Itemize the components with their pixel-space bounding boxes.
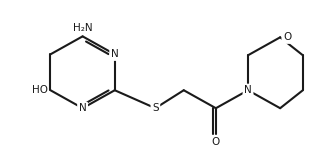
Text: N: N (111, 49, 119, 59)
Text: O: O (212, 137, 220, 147)
Text: O: O (283, 32, 291, 42)
Text: N: N (244, 85, 252, 95)
Text: S: S (152, 103, 159, 113)
Text: H₂N: H₂N (73, 23, 92, 33)
Text: N: N (79, 103, 87, 113)
Text: HO: HO (32, 85, 48, 95)
